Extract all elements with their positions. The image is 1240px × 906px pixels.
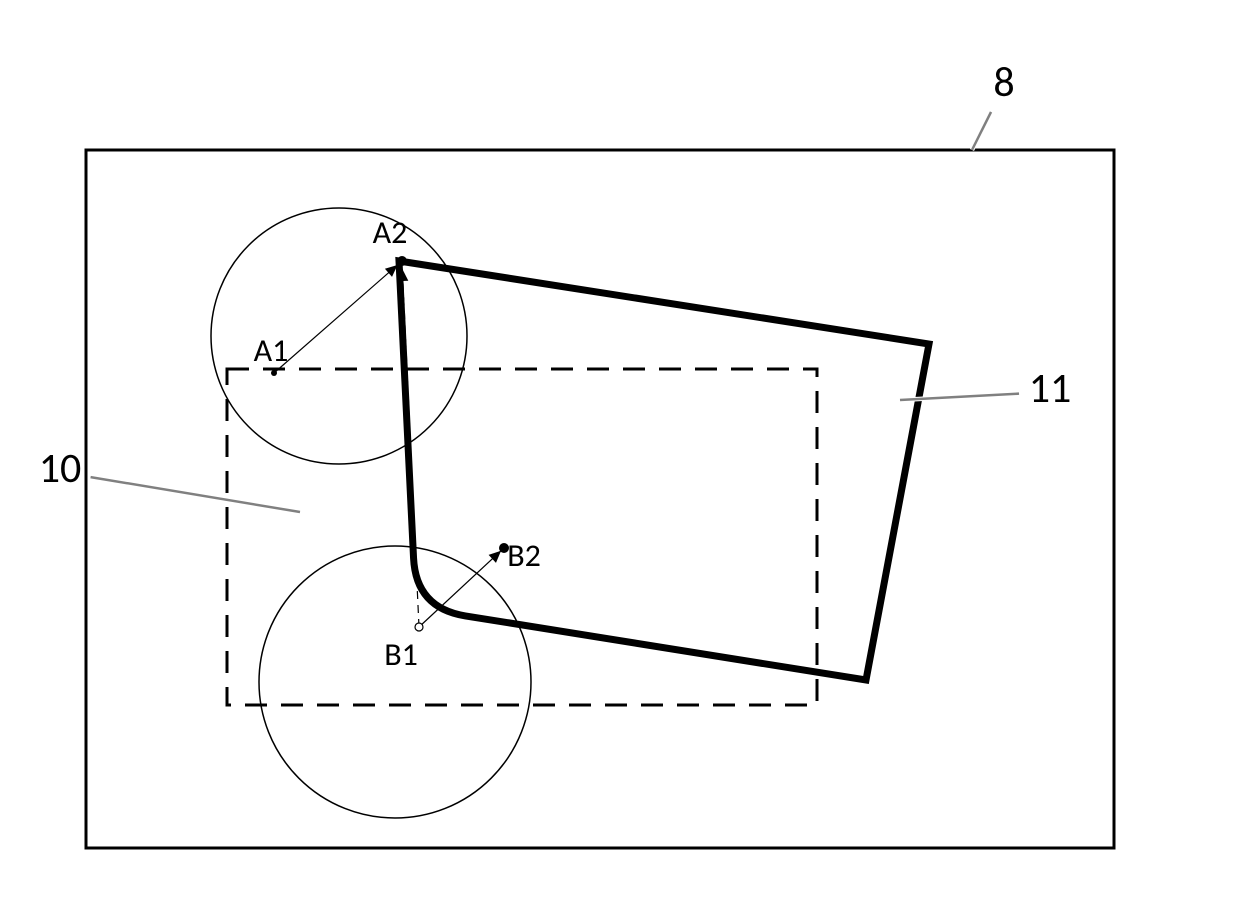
callout-label-10: 10	[39, 443, 82, 494]
label-B1: B1	[384, 635, 418, 674]
circle-2	[259, 546, 531, 818]
callout-label-11: 11	[1029, 363, 1072, 414]
label-B2: B2	[507, 536, 541, 575]
point-B1	[415, 623, 423, 631]
label-A1: A1	[254, 331, 289, 370]
label-A2: A2	[373, 213, 408, 252]
circle-1	[211, 208, 467, 464]
callout-line-8	[972, 112, 991, 150]
point-A2	[397, 256, 407, 266]
point-A1	[271, 370, 277, 376]
arrow-A1-A2	[274, 265, 397, 373]
callout-label-8: 8	[993, 57, 1014, 108]
arrowhead-A1-A2	[385, 265, 398, 277]
solid-quad	[399, 261, 929, 680]
callout-line-10	[91, 477, 300, 512]
